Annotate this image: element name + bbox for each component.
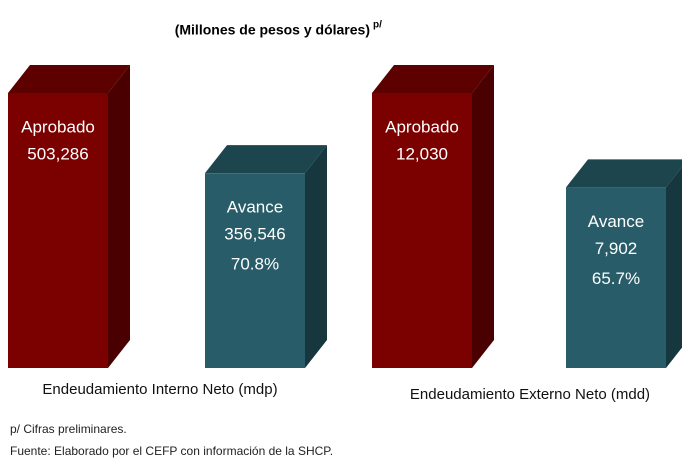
bar-top — [205, 145, 327, 174]
bar — [205, 173, 305, 368]
group-label: Endeudamiento Interno Neto (mdp) — [42, 381, 277, 398]
bar-side — [472, 65, 494, 368]
bar-category: Avance — [588, 212, 644, 231]
bar-top — [372, 65, 494, 93]
subtitle: (Millones de pesos y dólares) — [175, 22, 370, 38]
bar-side — [305, 145, 327, 368]
share-label: 65.7% — [592, 269, 640, 288]
bar — [8, 93, 108, 368]
value-label: 503,286 — [27, 144, 88, 163]
bar — [372, 93, 472, 368]
subtitle-note: p/ — [373, 20, 382, 31]
value-label: 7,902 — [595, 239, 638, 258]
bar-category: Avance — [227, 198, 283, 217]
share-label: 70.8% — [231, 255, 279, 274]
bar-side — [108, 65, 130, 368]
bar-category: Aprobado — [385, 117, 459, 136]
bar-category: Aprobado — [21, 117, 95, 136]
note: Fuente: Elaborado por el CEFP con inform… — [10, 444, 333, 458]
group-label: Endeudamiento Externo Neto (mdd) — [410, 386, 650, 403]
value-label: 12,030 — [396, 144, 448, 163]
bar-side — [666, 167, 682, 368]
value-label: 356,546 — [224, 225, 285, 244]
bar — [566, 187, 666, 368]
note: p/ Cifras preliminares. — [10, 422, 127, 436]
bar-top — [8, 65, 130, 93]
bar-top — [566, 159, 682, 188]
